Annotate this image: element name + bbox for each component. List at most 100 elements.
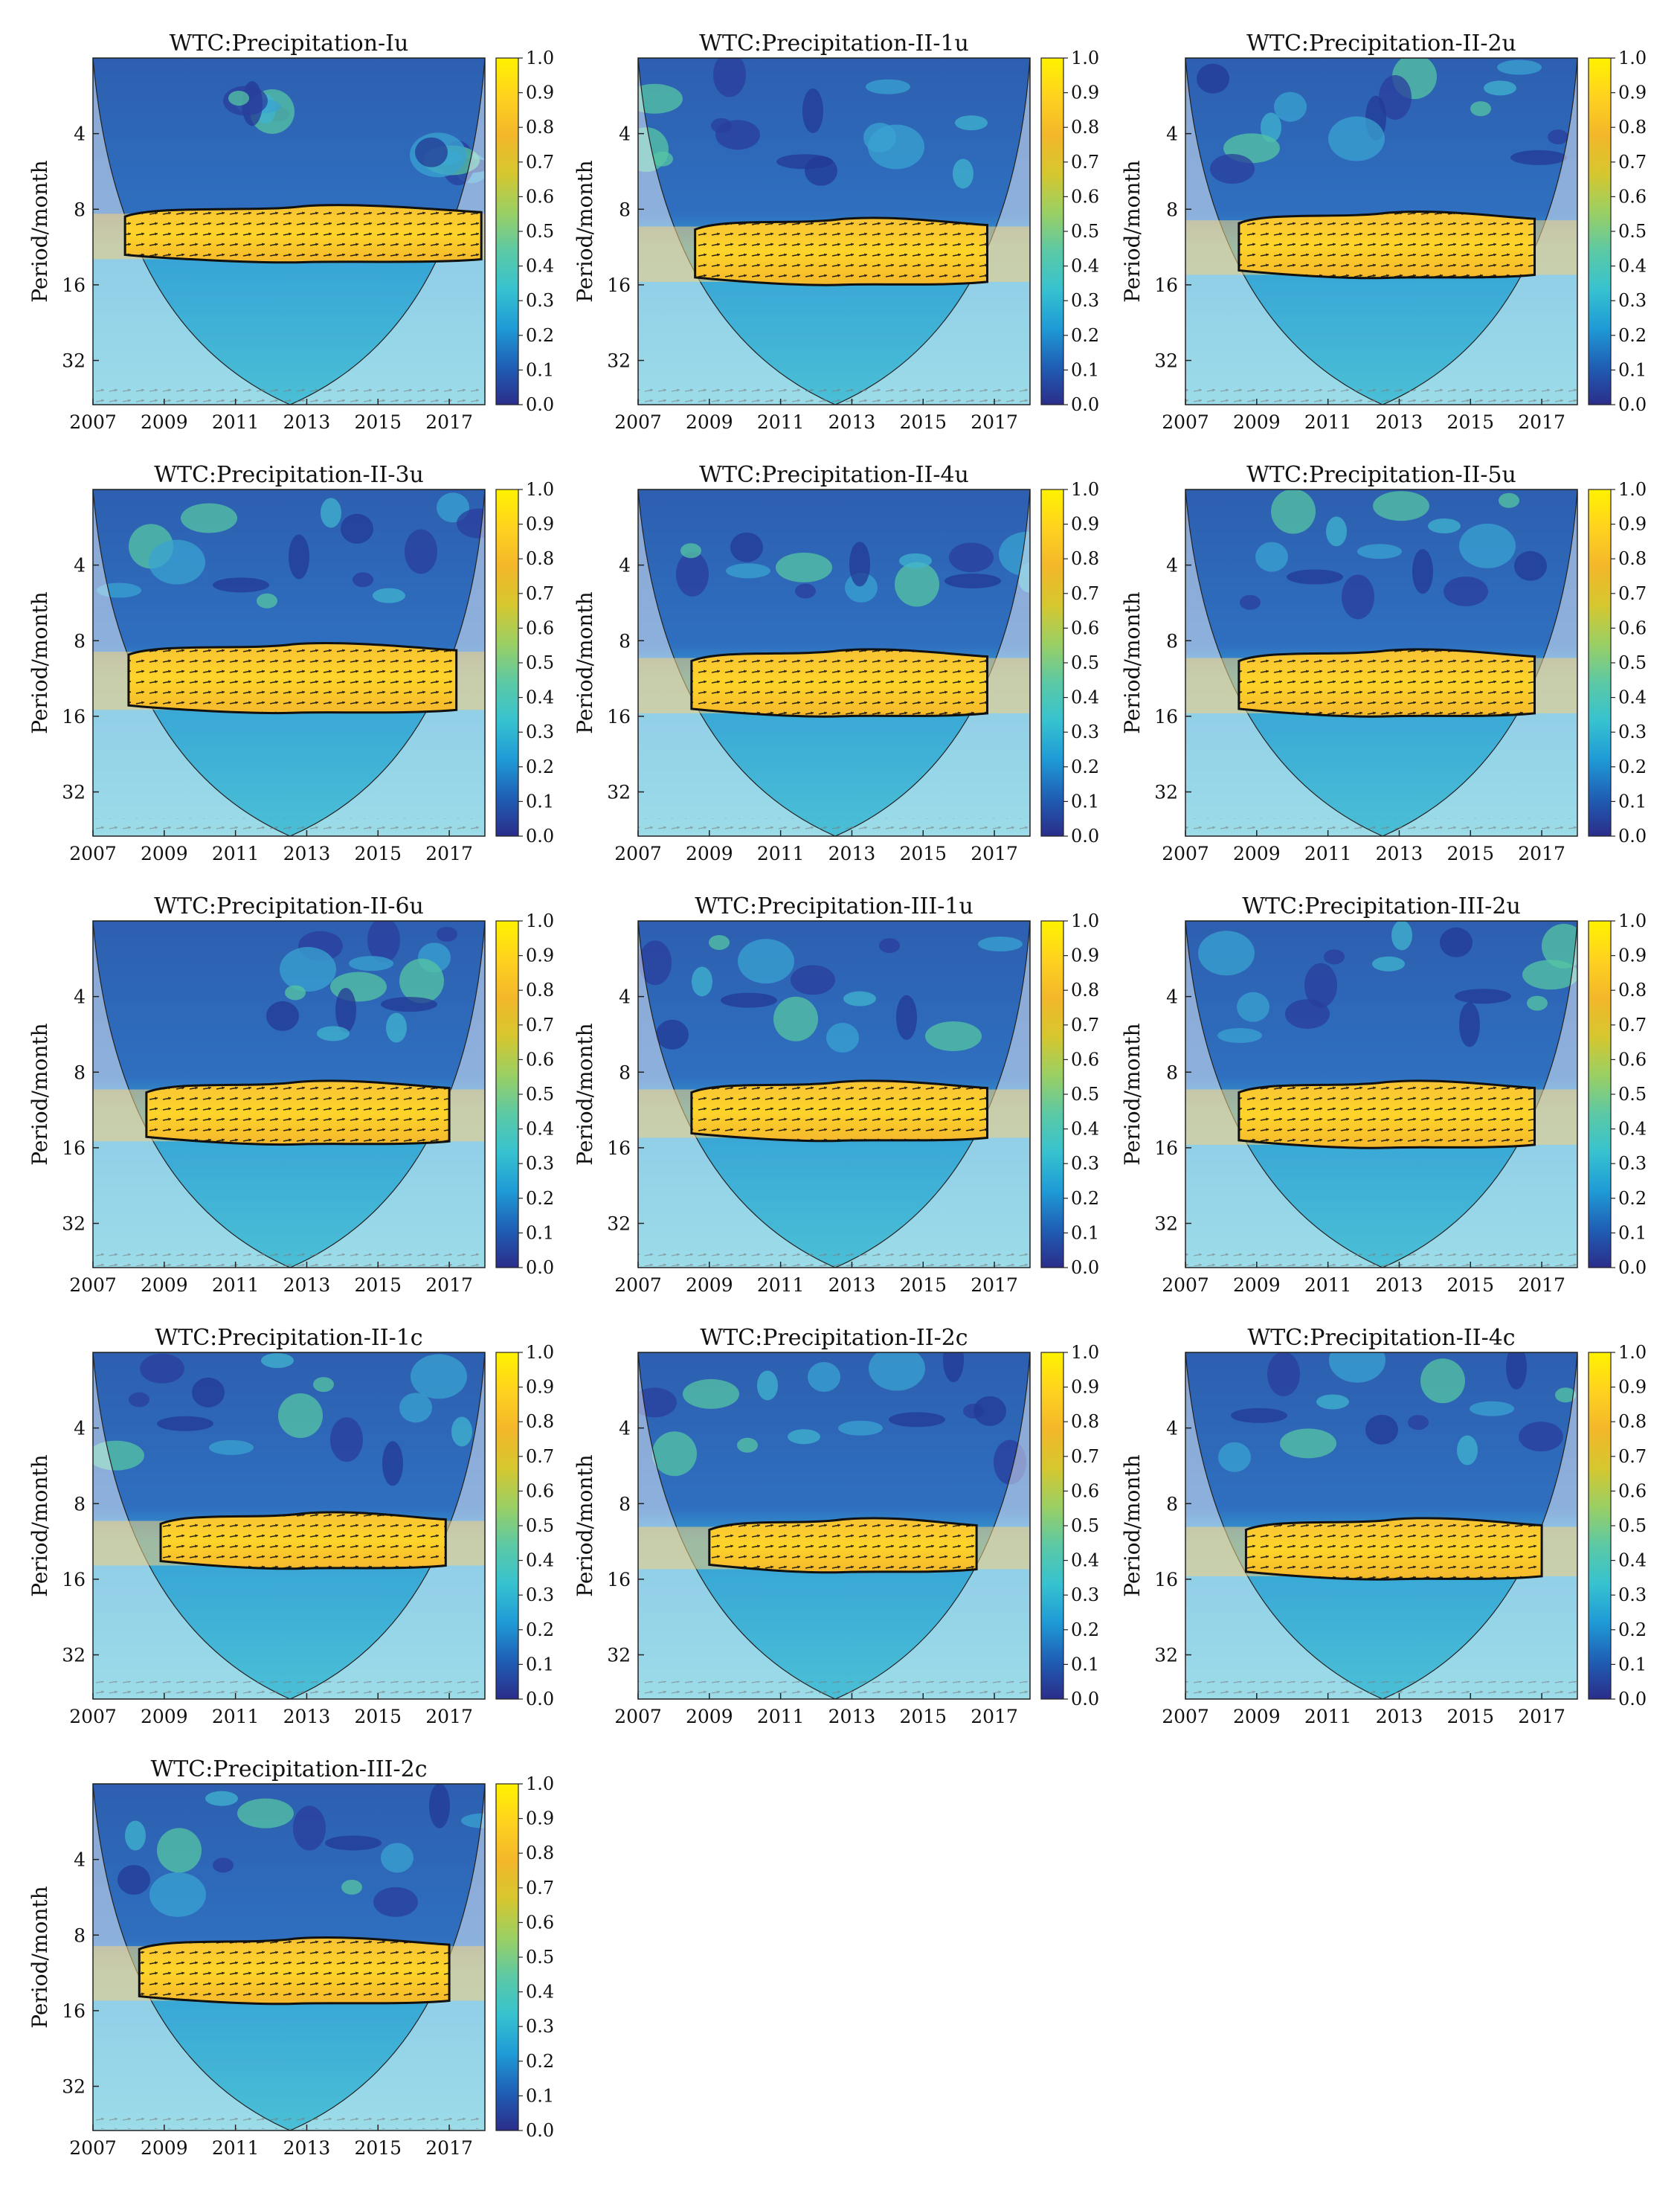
chart-title: WTC:Precipitation-II-1c bbox=[155, 1325, 422, 1351]
x-tick-label: 2017 bbox=[425, 843, 473, 864]
colorbar-tick-label: 0.9 bbox=[526, 945, 554, 966]
x-tick-label: 2017 bbox=[971, 1274, 1018, 1296]
colorbar-tick-label: 0.7 bbox=[1071, 152, 1099, 173]
x-tick-label: 2013 bbox=[283, 1706, 331, 1727]
colorbar-tick-label: 0.1 bbox=[1071, 359, 1099, 380]
x-tick-label: 2011 bbox=[212, 1706, 260, 1727]
x-tick-label: 2007 bbox=[1162, 411, 1209, 433]
coherence-blobs bbox=[1240, 489, 1547, 620]
phase-arrows-faint bbox=[638, 1681, 1030, 1698]
phase-arrows-faint bbox=[1185, 387, 1577, 403]
colorbar-tick-label: 0.0 bbox=[1618, 394, 1647, 415]
x-tick-label: 2015 bbox=[899, 1274, 947, 1296]
phase-arrows-faint bbox=[638, 387, 1030, 403]
x-tick-label: 2009 bbox=[686, 843, 733, 864]
x-tick-label: 2011 bbox=[1304, 843, 1352, 864]
colorbar bbox=[495, 489, 519, 837]
y-tick-label: 4 bbox=[619, 555, 631, 577]
colorbar-tick-label: 0.0 bbox=[1071, 1689, 1099, 1709]
significant-band bbox=[93, 1511, 485, 1570]
colorbar-tick-label: 0.5 bbox=[526, 221, 554, 242]
y-tick-label: 16 bbox=[1154, 1137, 1178, 1159]
x-tick-label: 2013 bbox=[283, 2137, 331, 2159]
x-tick-label: 2009 bbox=[686, 1706, 733, 1727]
colorbar-tick-label: 0.9 bbox=[1618, 83, 1647, 103]
colorbar-tick-label: 0.7 bbox=[526, 152, 554, 173]
x-tick-label: 2013 bbox=[283, 411, 331, 433]
coherence-blobs bbox=[1197, 58, 1568, 184]
phase-arrows-faint bbox=[1185, 818, 1577, 835]
colorbar-tick-label: 1.0 bbox=[1071, 1342, 1099, 1363]
colorbar-tick-label: 0.8 bbox=[526, 1843, 554, 1863]
x-tick-label: 2017 bbox=[1518, 1274, 1565, 1296]
colorbar-tick-label: 0.2 bbox=[526, 1619, 554, 1640]
y-axis-label: Period/month bbox=[1120, 1023, 1145, 1165]
colorbar-tick-label: 0.6 bbox=[1618, 1480, 1647, 1501]
colorbar-tick-label: 0.7 bbox=[526, 1015, 554, 1036]
colorbar-tick-label: 0.5 bbox=[526, 1515, 554, 1536]
colorbar-tick-label: 0.1 bbox=[1071, 1222, 1099, 1243]
colorbar-tick-label: 0.0 bbox=[526, 826, 554, 847]
x-tick-label: 2015 bbox=[354, 1274, 402, 1296]
y-tick-label: 16 bbox=[607, 1137, 631, 1159]
x-tick-label: 2017 bbox=[971, 411, 1018, 433]
y-tick-label: 8 bbox=[1166, 1062, 1178, 1083]
colorbar-tick-label: 0.8 bbox=[1618, 1411, 1647, 1432]
x-tick-label: 2007 bbox=[614, 1706, 662, 1727]
y-tick-label: 16 bbox=[62, 274, 86, 296]
y-axis-label: Period/month bbox=[1120, 1454, 1145, 1596]
colorbar-tick-label: 0.2 bbox=[1071, 1188, 1099, 1209]
y-tick-label: 8 bbox=[619, 630, 631, 652]
colorbar-tick-label: 0.5 bbox=[1071, 221, 1099, 242]
x-tick-label: 2011 bbox=[212, 2137, 260, 2159]
colorbar-tick-label: 0.9 bbox=[526, 514, 554, 535]
x-tick-label: 2009 bbox=[1233, 411, 1281, 433]
y-axis-label: Period/month bbox=[573, 160, 597, 302]
x-tick-label: 2015 bbox=[1446, 411, 1494, 433]
colorbar-tick-label: 1.0 bbox=[526, 911, 554, 931]
colorbar-tick-label: 1.0 bbox=[1618, 1342, 1647, 1363]
colorbar-tick-label: 0.1 bbox=[526, 359, 554, 380]
x-tick-label: 2013 bbox=[828, 411, 876, 433]
y-tick-label: 16 bbox=[62, 2000, 86, 2022]
colorbar-tick-label: 0.1 bbox=[1618, 1222, 1647, 1243]
colorbar bbox=[1588, 57, 1612, 405]
x-tick-label: 2015 bbox=[899, 411, 947, 433]
colorbar-tick-label: 0.7 bbox=[1618, 583, 1647, 604]
colorbar-tick-label: 0.9 bbox=[1618, 514, 1647, 535]
coherence-blobs bbox=[676, 531, 1030, 607]
x-tick-label: 2017 bbox=[971, 1706, 1018, 1727]
x-tick-label: 2015 bbox=[354, 843, 402, 864]
y-axis-label: Period/month bbox=[28, 1454, 52, 1596]
y-axis-label: Period/month bbox=[28, 1886, 52, 2028]
y-tick-label: 32 bbox=[607, 782, 631, 803]
x-tick-label: 2013 bbox=[283, 843, 331, 864]
chart-title: WTC:Precipitation-II-4c bbox=[1247, 1325, 1515, 1351]
colorbar-tick-label: 0.0 bbox=[526, 1689, 554, 1709]
x-tick-label: 2013 bbox=[828, 1274, 876, 1296]
x-tick-label: 2009 bbox=[686, 411, 733, 433]
y-tick-label: 16 bbox=[607, 706, 631, 728]
colorbar-tick-label: 0.6 bbox=[1618, 186, 1647, 207]
x-tick-label: 2009 bbox=[141, 1706, 188, 1727]
colorbar-tick-label: 0.0 bbox=[1618, 1257, 1647, 1278]
chart-panel: WTC:Precipitation-Iu 4 8 16 32 Period/month 20… bbox=[28, 30, 554, 433]
colorbar-tick-label: 0.2 bbox=[1618, 325, 1647, 346]
chart-title: WTC:Precipitation-III-2c bbox=[150, 1756, 427, 1782]
x-tick-label: 2015 bbox=[1446, 1706, 1494, 1727]
chart-title: WTC:Precipitation-II-2c bbox=[700, 1325, 968, 1351]
colorbar-tick-label: 0.3 bbox=[1071, 722, 1099, 742]
colorbar-tick-label: 0.6 bbox=[1071, 617, 1099, 638]
chart-panel: WTC:Precipitation-II-4u 4 8 16 32 Period/mont… bbox=[573, 462, 1099, 864]
x-tick-label: 2007 bbox=[69, 1706, 117, 1727]
x-tick-label: 2011 bbox=[757, 1706, 805, 1727]
coherence-blobs bbox=[639, 934, 1023, 1053]
x-tick-label: 2009 bbox=[141, 411, 188, 433]
y-tick-label: 32 bbox=[62, 350, 86, 372]
chart-panel: WTC:Precipitation-II-2c 4 8 16 32 Period/mont… bbox=[573, 1325, 1099, 1727]
y-tick-label: 16 bbox=[1154, 706, 1178, 728]
colorbar-tick-label: 0.2 bbox=[1071, 325, 1099, 346]
colorbar-tick-label: 0.2 bbox=[526, 325, 554, 346]
colorbar-tick-label: 0.3 bbox=[526, 722, 554, 742]
chart-panel: WTC:Precipitation-II-1c 4 8 16 32 Period/mont… bbox=[28, 1325, 554, 1727]
